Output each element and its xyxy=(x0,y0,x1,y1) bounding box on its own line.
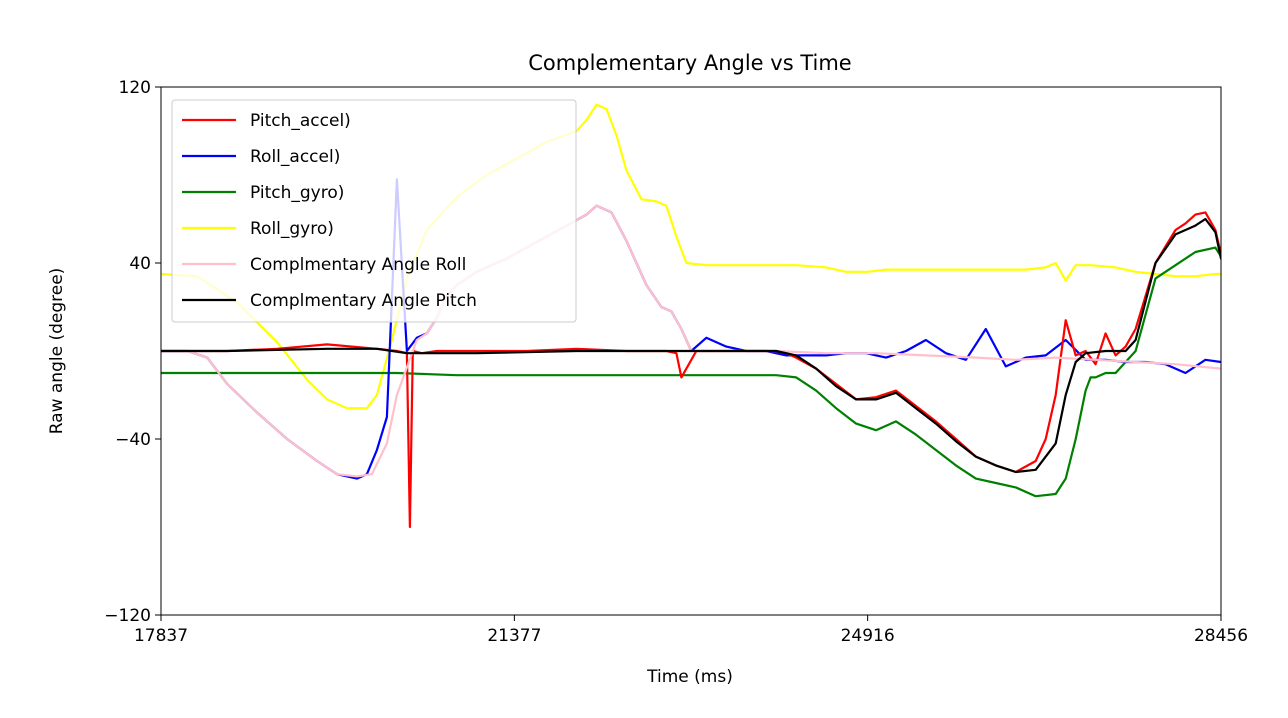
y-tick-label: −40 xyxy=(115,430,151,450)
legend-label-complmentary-angle-roll: Complmentary Angle Roll xyxy=(250,255,466,275)
legend-label-pitch-gyro: Pitch_gyro) xyxy=(250,183,344,203)
y-axis-title: Raw angle (degree) xyxy=(47,268,67,435)
series-layer xyxy=(161,103,1221,529)
legend-label-pitch-accel: Pitch_accel) xyxy=(250,111,351,131)
x-axis-title: Time (ms) xyxy=(646,667,733,687)
series-line-roll-gyro xyxy=(161,103,1221,410)
x-tick-label: 28456 xyxy=(1194,626,1248,646)
legend-label-roll-accel: Roll_accel) xyxy=(250,147,340,167)
y-tick-label: 120 xyxy=(119,78,151,98)
legend-label-complmentary-angle-pitch: Complmentary Angle Pitch xyxy=(250,291,477,311)
x-tick-label: 17837 xyxy=(134,626,188,646)
legend-label-roll-gyro: Roll_gyro) xyxy=(250,219,334,239)
legend: Pitch_accel) Roll_accel) Pitch_gyro) Roll_g… xyxy=(171,99,577,323)
chart-title: Complementary Angle vs Time xyxy=(528,51,851,75)
plot-frame xyxy=(160,86,1222,616)
x-tick-label: 24916 xyxy=(841,626,895,646)
y-tick-label: −120 xyxy=(104,606,151,626)
series-line-complmentary-angle-pitch xyxy=(161,217,1221,474)
ticks-layer: 17837 21377 24916 28456 120 40 −40 −120 xyxy=(104,78,1248,646)
x-tick-label: 21377 xyxy=(487,626,541,646)
legend-box xyxy=(171,99,577,323)
series-line-pitch-gyro xyxy=(161,246,1221,498)
y-tick-label: 40 xyxy=(129,254,151,274)
